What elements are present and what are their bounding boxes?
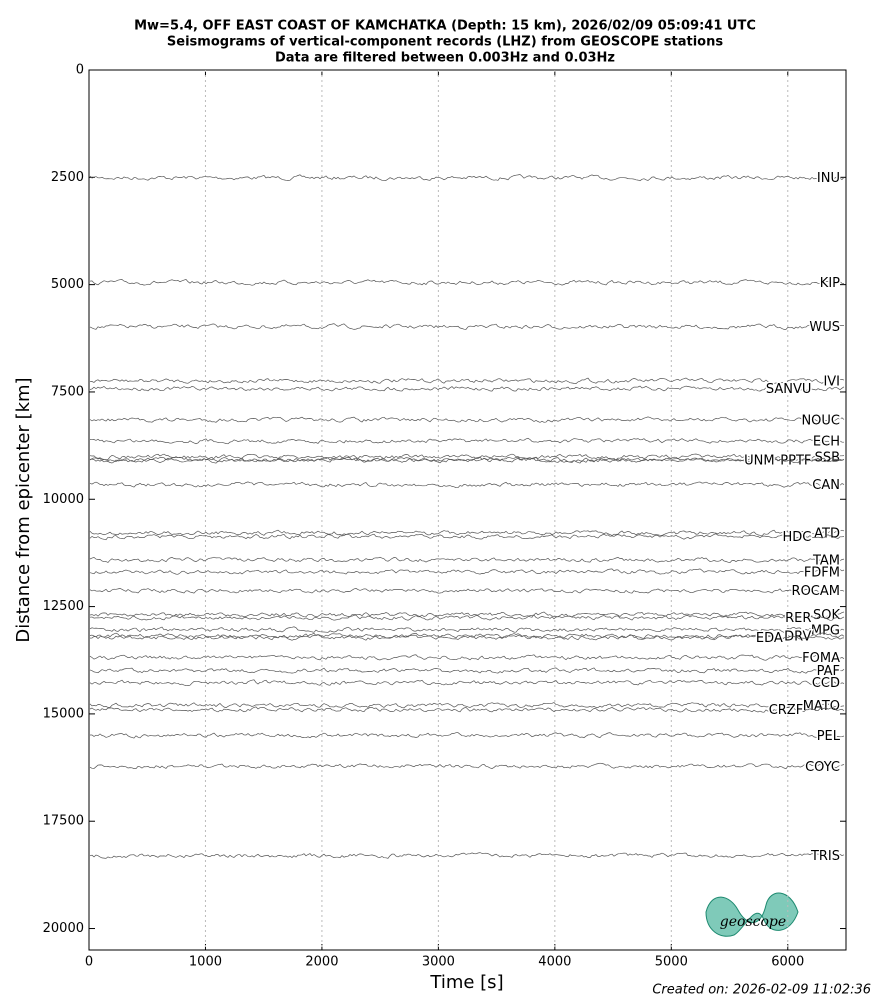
station-label: DRV [784,629,811,644]
seismogram-trace [89,611,845,618]
seismogram-trace [89,852,845,859]
station-label: INU [817,171,840,186]
chart-title: Data are filtered between 0.003Hz and 0.… [275,51,615,66]
x-tick-label: 6000 [771,955,804,970]
x-tick-label: 0 [85,955,93,970]
x-tick-label: 4000 [538,955,571,970]
seismogram-trace [89,762,845,770]
station-label: ROCAM [792,584,840,599]
station-label: EDA [756,631,783,646]
seismogram-trace [89,667,845,674]
station-label: TRIS [810,849,840,864]
y-tick-label: 20000 [43,921,84,936]
station-label: ATD [814,526,840,541]
y-tick-label: 0 [76,63,84,78]
station-label: CAN [812,478,840,493]
logo-text: geoscope [720,914,786,930]
seismogram-trace [89,679,845,686]
station-label: UNM [744,454,774,469]
seismogram-trace [89,706,845,713]
station-label: TAM [812,553,840,568]
seismogram-trace [90,732,845,739]
seismogram-trace [89,702,845,709]
seismogram-trace [89,416,845,423]
seismogram-trace [89,278,845,286]
station-label: PEL [817,729,841,744]
station-label: PPTF [780,453,811,468]
seismogram-trace [89,634,845,641]
logo: geoscope [705,892,799,937]
y-tick-label: 17500 [43,814,84,829]
station-label: ECH [813,434,840,449]
station-label: SSB [815,450,840,465]
seismogram-trace [89,533,845,541]
y-tick-label: 5000 [51,277,84,292]
seismogram-trace [89,377,845,384]
station-label: NOUC [801,413,840,428]
seismogram-trace [89,385,845,392]
x-tick-label: 3000 [422,955,455,970]
seismogram-trace [89,614,845,621]
station-label: SOK [813,608,840,623]
station-label: FOMA [802,651,840,666]
footer: Created on: 2026-02-09 11:02:36 [652,983,871,998]
x-tick-label: 5000 [655,955,688,970]
seismogram-trace [89,323,845,330]
seismogram-trace [89,568,845,575]
station-label: SANVU [766,382,812,397]
seismogram-trace [89,654,845,661]
seismogram-trace [89,529,845,537]
station-label: CCD [812,676,840,691]
seismogram-trace [89,556,845,563]
seismogram-trace [89,437,844,445]
seismogram-trace [89,481,845,489]
seismogram-trace [89,588,845,594]
y-tick-label: 7500 [51,384,84,399]
y-tick-label: 15000 [43,706,84,721]
seismogram-trace [89,457,845,464]
y-tick-label: 12500 [43,599,84,614]
station-label: MATO [803,699,840,714]
seismogram-trace [89,456,845,463]
station-label: RER [785,611,811,626]
seismogram-trace [89,453,845,461]
plot-frame [88,69,847,951]
station-label: CRZF [769,703,804,718]
chart-title: Seismograms of vertical-component record… [167,35,723,50]
chart-title: Mw=5.4, OFF EAST COAST OF KAMCHATKA (Dep… [134,19,756,34]
y-axis-label: Distance from epicenter [km] [13,377,34,642]
x-tick-label: 2000 [305,955,338,970]
seismogram-trace [89,632,845,639]
y-tick-label: 2500 [51,170,84,185]
logo-shape [705,892,799,937]
y-tick-label: 10000 [43,492,84,507]
station-label: KIP [820,276,840,291]
x-tick-label: 1000 [189,955,222,970]
station-label: COYC [805,760,840,775]
station-label: HDC [783,530,812,545]
station-label: PAF [817,664,840,679]
x-axis-label: Time [s] [429,972,503,993]
station-label: FDFM [804,565,840,580]
seismogram-trace [89,174,845,182]
seismogram-trace [89,626,845,633]
station-label: IVI [823,374,840,389]
station-label: WUS [809,320,840,335]
